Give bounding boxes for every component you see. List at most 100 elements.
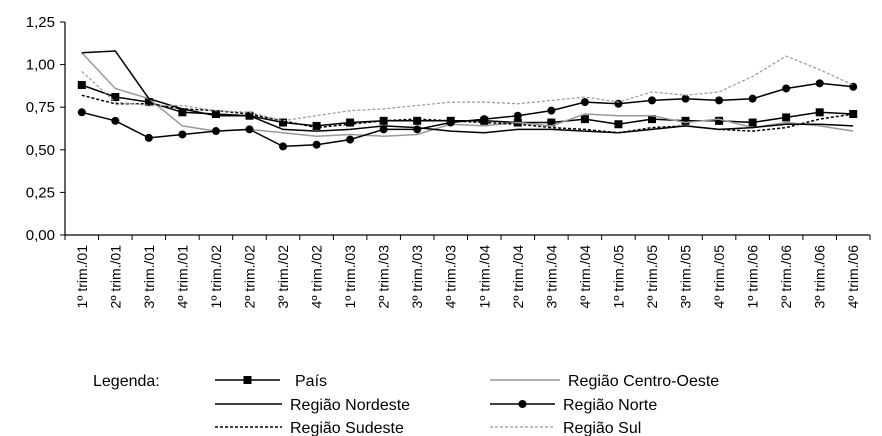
chart-legend: Legenda: País Região Centro-Oeste Região N…	[93, 373, 719, 436]
data-point	[379, 125, 388, 134]
data-point	[413, 125, 422, 134]
x-tick-label: 3º trim./06	[812, 245, 828, 309]
x-tick-label: 1º trim./05	[610, 245, 626, 309]
data-point	[211, 110, 220, 119]
legend-item: Região Norte	[490, 397, 657, 414]
legend-marker	[518, 400, 527, 408]
series-pa-s	[77, 81, 858, 130]
data-point	[413, 116, 422, 125]
data-point	[480, 115, 489, 124]
data-point	[614, 120, 623, 129]
x-tick-label: 3º trim./01	[141, 245, 157, 309]
data-point	[279, 118, 288, 127]
data-point	[547, 106, 556, 115]
x-tick-label: 2º trim./02	[241, 245, 257, 309]
x-tick-label: 4º trim./03	[443, 245, 459, 309]
y-tick-label: 1,00	[26, 57, 55, 74]
data-point	[245, 125, 254, 134]
data-point	[815, 79, 824, 88]
x-tick-label: 2º trim./06	[778, 245, 794, 309]
y-tick-label: 0,50	[26, 142, 55, 159]
legend-title: Legenda:	[93, 373, 160, 390]
x-tick-label: 2º trim./03	[376, 245, 392, 309]
data-point	[178, 130, 187, 139]
series-regi-o-centro-oeste	[81, 52, 854, 137]
legend-label: Região Sul	[563, 420, 641, 436]
x-tick-label: 2º trim./05	[644, 245, 660, 309]
x-tick-label: 1º trim./02	[208, 245, 224, 309]
data-point	[513, 111, 522, 120]
chart-axes: 0,00 0,25 0,50 0,75 1,00 1,25 1º trim./01 2º tr…	[26, 14, 871, 309]
legend-label: Região Sudeste	[290, 420, 404, 436]
legend-label: Região Centro-Oeste	[568, 373, 719, 390]
data-point	[715, 96, 724, 105]
chart-series	[77, 50, 858, 151]
legend-item: Região Sudeste	[215, 420, 404, 436]
data-point	[547, 118, 556, 127]
data-point	[144, 98, 153, 107]
data-point	[748, 94, 757, 103]
legend-label: Região Norte	[563, 397, 657, 414]
legend-item: Região Nordeste	[215, 397, 410, 414]
data-point	[580, 115, 589, 124]
x-tick-label: 2º trim./01	[107, 245, 123, 309]
y-tick-label: 0,00	[26, 227, 55, 244]
legend-label: Região Nordeste	[290, 397, 410, 414]
data-point	[77, 81, 86, 90]
x-tick-label: 4º trim./02	[309, 245, 325, 309]
series-regi-o-sudeste	[81, 94, 854, 134]
data-point	[782, 84, 791, 93]
legend-item: País	[215, 373, 327, 390]
data-point	[647, 96, 656, 105]
x-tick-label: 4º trim./04	[577, 245, 593, 309]
x-tick-label: 4º trim./01	[174, 245, 190, 309]
series-line	[81, 94, 854, 134]
data-point	[346, 118, 355, 127]
series-line	[81, 52, 854, 137]
x-tick-label: 4º trim./06	[845, 245, 861, 309]
data-point	[681, 94, 690, 103]
x-tick-label: 1º trim./06	[745, 245, 761, 309]
data-point	[580, 98, 589, 107]
series-line	[81, 84, 854, 127]
data-point	[782, 113, 791, 122]
y-tick-label: 0,75	[26, 99, 55, 116]
data-point	[815, 108, 824, 117]
data-point	[279, 142, 288, 151]
series-line	[81, 82, 854, 148]
x-tick-label: 3º trim./03	[409, 245, 425, 309]
x-tick-label: 1º trim./04	[476, 245, 492, 309]
x-tick-label: 1º trim./03	[342, 245, 358, 309]
series-regi-o-norte	[77, 79, 858, 151]
x-tick-label: 3º trim./05	[678, 245, 694, 309]
data-point	[849, 110, 858, 119]
x-tick-label: 4º trim./05	[711, 245, 727, 309]
data-point	[748, 118, 757, 127]
legend-item: Região Centro-Oeste	[490, 373, 719, 390]
data-point	[211, 127, 220, 136]
data-point	[312, 140, 321, 149]
x-tick-label: 2º trim./04	[510, 245, 526, 309]
data-point	[647, 115, 656, 124]
legend-marker	[243, 376, 252, 384]
data-point	[312, 121, 321, 130]
data-point	[681, 116, 690, 125]
y-tick-label: 0,25	[26, 184, 55, 201]
data-point	[178, 108, 187, 117]
y-tick-label: 1,25	[26, 14, 55, 31]
legend-item: Região Sul	[490, 420, 641, 436]
data-point	[111, 116, 120, 125]
series-line	[81, 55, 854, 122]
data-point	[715, 116, 724, 125]
series-regi-o-sul	[81, 55, 854, 122]
data-point	[346, 135, 355, 144]
x-tick-label: 1º trim./01	[74, 245, 90, 309]
data-point	[446, 118, 455, 127]
x-tick-label: 3º trim./02	[275, 245, 291, 309]
data-point	[144, 133, 153, 142]
data-point	[77, 108, 86, 117]
legend-label: País	[295, 373, 327, 390]
data-point	[111, 92, 120, 101]
x-tick-label: 3º trim./04	[543, 245, 559, 309]
